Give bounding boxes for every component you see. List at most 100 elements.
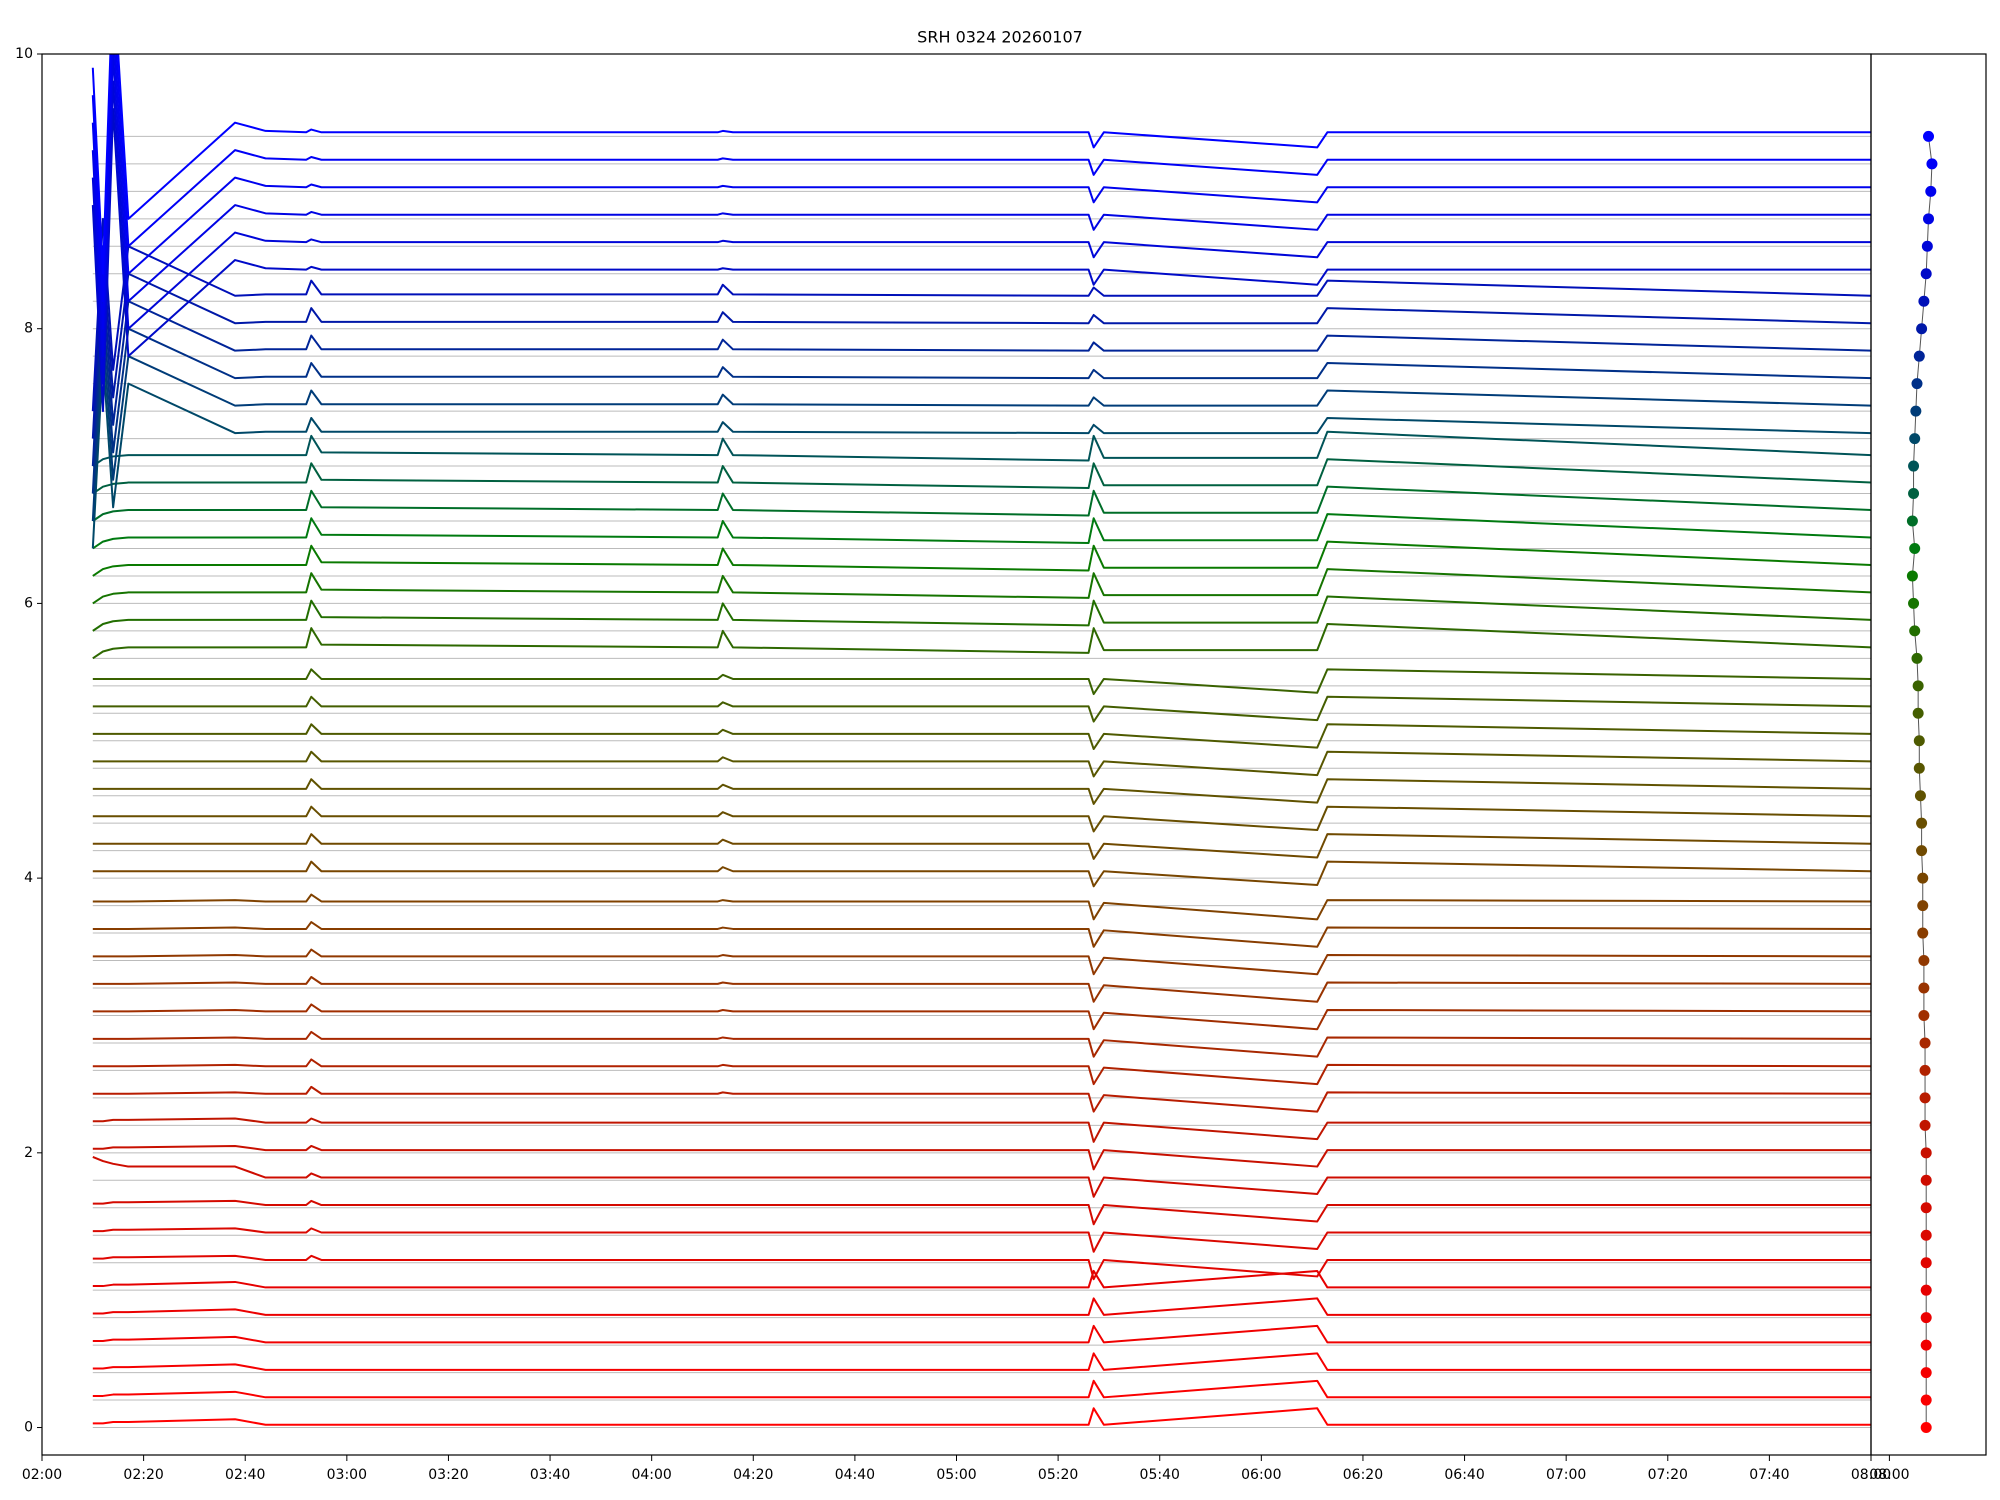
trace-line xyxy=(92,458,1871,495)
trace-line xyxy=(92,948,1871,976)
panel-dot xyxy=(1916,845,1928,857)
trace-line xyxy=(92,1117,1871,1143)
panel-dot xyxy=(1920,1229,1932,1241)
panel-dot xyxy=(1919,1037,1931,1049)
x-tick-label: 08:00 xyxy=(1851,1467,1891,1483)
panel-dot xyxy=(1920,1339,1932,1351)
x-tick-label: 04:00 xyxy=(631,1467,671,1483)
panel-dot xyxy=(1908,460,1920,472)
panel-frame xyxy=(1870,53,1987,1456)
panel-dot xyxy=(1920,268,1932,280)
trace-line xyxy=(92,695,1871,723)
panel-dot xyxy=(1921,240,1933,252)
trace-line xyxy=(92,921,1871,948)
panel-dot xyxy=(1920,1367,1932,1379)
trace-line xyxy=(92,750,1871,778)
x-tick-label: 02:20 xyxy=(123,1467,163,1483)
panel-dot xyxy=(1912,707,1924,719)
trace-line xyxy=(91,355,1871,549)
y-tick-label: 8 xyxy=(24,321,33,337)
plot-area xyxy=(91,54,1871,1429)
panel-dot xyxy=(1916,323,1928,335)
x-tick-label: 05:20 xyxy=(1038,1467,1078,1483)
panel-dot xyxy=(1918,955,1930,967)
panel-dot xyxy=(1906,570,1918,582)
x-tick-label: 06:20 xyxy=(1343,1467,1383,1483)
panel-dot xyxy=(1917,872,1929,884)
panel-dot xyxy=(1909,433,1921,445)
y-tick-label: 2 xyxy=(24,1145,33,1161)
trace-line xyxy=(92,1297,1871,1316)
panel-dot xyxy=(1913,762,1925,774)
x-tick-label: 05:40 xyxy=(1140,1467,1180,1483)
trace-line xyxy=(92,860,1871,888)
panel-x-tick-label: 08:00 xyxy=(1869,1467,1909,1483)
y-tick-label: 4 xyxy=(24,870,33,886)
panel-dot xyxy=(1920,1257,1932,1269)
trace-line xyxy=(92,1324,1871,1344)
trace-line xyxy=(92,1030,1871,1058)
panel-dot xyxy=(1923,213,1934,225)
trace-line xyxy=(92,485,1871,522)
panel-dot xyxy=(1917,900,1929,912)
trace-line xyxy=(92,623,1871,660)
trace-line xyxy=(92,723,1871,751)
trace-line xyxy=(91,54,1871,303)
panel-dot xyxy=(1917,927,1929,939)
trace-line xyxy=(91,327,1871,522)
trace-line xyxy=(92,1379,1871,1399)
panel-dot xyxy=(1920,1284,1932,1296)
panel-dot xyxy=(1908,597,1920,609)
panel-dot xyxy=(1914,790,1926,802)
panel-dot xyxy=(1911,652,1923,664)
chart-title: SRH 0324 20260107 xyxy=(917,28,1083,47)
panel-dot xyxy=(1913,350,1925,362)
trace-line xyxy=(91,80,1871,385)
trace-line xyxy=(92,1407,1871,1426)
trace-line xyxy=(92,568,1871,605)
panel-dot xyxy=(1920,1394,1932,1406)
x-tick-label: 07:40 xyxy=(1749,1467,1789,1483)
panel-dot xyxy=(1918,295,1930,307)
trace-line xyxy=(92,513,1871,550)
panel-dot xyxy=(1920,1312,1932,1324)
x-tick-label: 03:40 xyxy=(530,1467,570,1483)
panel-dot xyxy=(1920,1147,1932,1159)
panel-dot xyxy=(1919,1064,1931,1076)
y-tick-label: 0 xyxy=(24,1420,33,1436)
panel-dot xyxy=(1923,130,1934,142)
trace-line xyxy=(92,1003,1871,1031)
panel-dot xyxy=(1906,515,1918,527)
trace-line xyxy=(92,1156,1871,1198)
trace-line xyxy=(92,430,1871,467)
trace-line xyxy=(91,54,1871,330)
x-tick-label: 03:00 xyxy=(327,1467,367,1483)
trace-line xyxy=(92,668,1871,696)
panel-dot xyxy=(1920,1422,1932,1434)
x-tick-label: 06:40 xyxy=(1444,1467,1484,1483)
trace-line xyxy=(92,833,1871,860)
x-tick-label: 07:00 xyxy=(1546,1467,1586,1483)
panel-dot xyxy=(1911,378,1923,390)
trace-line xyxy=(91,300,1871,494)
trace-line xyxy=(92,778,1871,805)
x-tick-label: 06:00 xyxy=(1241,1467,1281,1483)
panel-dot xyxy=(1926,158,1938,170)
trace-line xyxy=(92,805,1871,833)
x-tick-label: 05:00 xyxy=(936,1467,976,1483)
panel-dot xyxy=(1920,1174,1932,1186)
y-tick-label: 10 xyxy=(15,46,33,62)
panel-dot xyxy=(1916,817,1928,829)
panel-dot xyxy=(1909,625,1921,637)
trace-line xyxy=(92,1058,1871,1086)
trace-line xyxy=(92,976,1871,1003)
panel-dot xyxy=(1919,1119,1931,1131)
y-tick-label: 6 xyxy=(24,595,33,611)
panel-dot xyxy=(1912,680,1924,692)
panel-dot xyxy=(1909,542,1921,554)
panel-dot xyxy=(1910,405,1922,417)
trace-line xyxy=(92,1085,1871,1113)
trace-line xyxy=(92,595,1871,632)
